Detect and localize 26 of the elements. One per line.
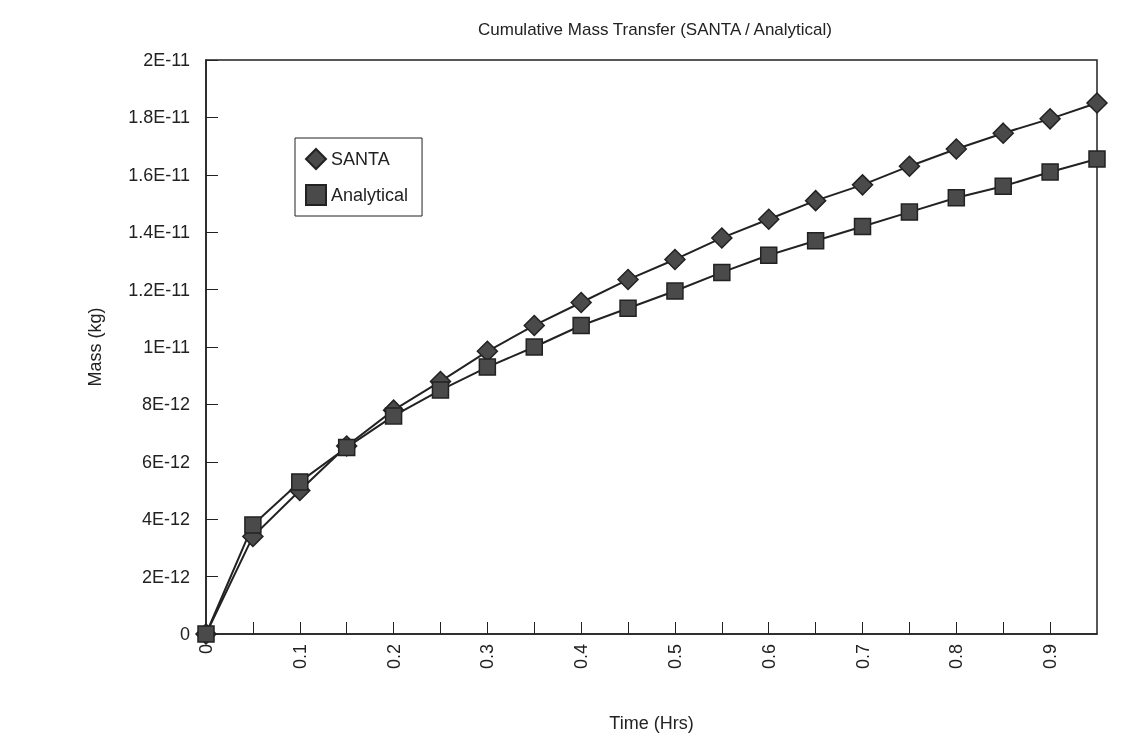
y-tick-label: 1E-11 (143, 337, 190, 357)
x-tick-label: 0.3 (477, 644, 498, 670)
x-tick-label: 0.4 (571, 644, 592, 670)
y-tick-label: 2E-12 (141, 566, 190, 587)
legend-label: SANTA (331, 149, 390, 169)
x-axis-title: Time (Hrs) (609, 713, 694, 733)
chart-title: Cumulative Mass Transfer (SANTA / Analytical) (478, 20, 832, 39)
y-tick-label: 1.8E-11 (128, 107, 190, 128)
x-tick-label: 0 (196, 644, 216, 655)
y-tick-label: 1.4E-11 (128, 222, 190, 243)
x-tick-label: 0.5 (664, 644, 685, 670)
y-tick-label: 6E-12 (141, 451, 190, 472)
y-tick-label: 8E-12 (141, 394, 190, 415)
y-axis-title: Mass (kg) (85, 307, 105, 387)
y-tick-label: 2E-11 (143, 50, 190, 70)
y-tick-label: 0 (179, 624, 190, 644)
x-tick-label: 0.1 (289, 644, 310, 670)
y-tick-label: 4E-12 (141, 509, 190, 530)
x-tick-label: 0.9 (1040, 644, 1061, 670)
x-tick-label: 0.7 (852, 644, 873, 670)
x-tick-label: 0.2 (383, 644, 404, 670)
legend-label: Analytical (331, 185, 409, 205)
y-tick-label: 1.2E-11 (128, 279, 190, 300)
x-tick-label: 0.6 (758, 644, 779, 670)
x-tick-label: 0.8 (946, 644, 967, 670)
y-tick-label: 1.6E-11 (128, 164, 190, 185)
